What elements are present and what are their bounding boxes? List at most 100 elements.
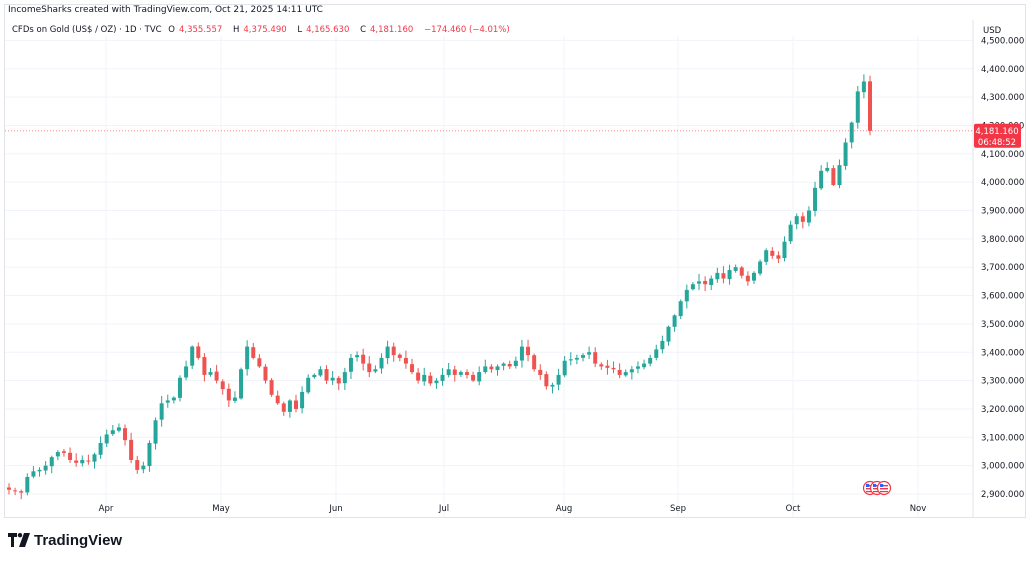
candle-body: [37, 469, 42, 472]
candle-body: [617, 369, 622, 375]
y-tick-label: 2,900.000: [981, 490, 1024, 500]
candle-body: [355, 355, 360, 358]
candle-body: [721, 273, 726, 279]
y-tick-label: 3,800.000: [981, 235, 1024, 245]
candle-body: [593, 352, 598, 364]
close-value: 4,181.160: [370, 25, 414, 35]
candle-body: [123, 428, 128, 441]
candle-body: [208, 372, 213, 375]
candle-body: [434, 380, 439, 384]
candle-body: [715, 272, 720, 280]
candle-body: [410, 364, 415, 373]
candle-body: [110, 430, 115, 435]
candle-body: [751, 272, 756, 281]
candle-body: [507, 363, 512, 367]
candle-body: [74, 460, 79, 463]
tradingview-logo-icon: [8, 533, 30, 547]
candle-body: [471, 374, 476, 381]
candle-body: [275, 395, 280, 404]
candle-body: [855, 91, 860, 123]
currency-label[interactable]: USD: [983, 26, 1002, 36]
tradingview-wordmark: TradingView: [34, 531, 123, 549]
candle-body: [165, 400, 170, 403]
candle-body: [269, 380, 274, 395]
candle-body: [220, 381, 225, 390]
x-tick-label: Sep: [670, 504, 686, 514]
candle-body: [342, 372, 347, 384]
last-price-tag: [974, 123, 1021, 148]
candle-body: [43, 465, 48, 471]
symbol-name[interactable]: CFDs on Gold (US$ / OZ) · 1D · TVC: [12, 25, 162, 35]
candle-body: [361, 354, 366, 364]
x-tick-label: Apr: [99, 504, 114, 514]
candle-body: [49, 457, 54, 467]
candle-body: [428, 375, 433, 384]
candle-body: [666, 326, 671, 342]
candle-body: [574, 357, 579, 360]
candle-body: [727, 270, 732, 280]
chart-frame: [4, 4, 1026, 518]
candle-body: [245, 346, 250, 370]
candle-body: [25, 476, 30, 493]
y-tick-label: 4,300.000: [981, 93, 1024, 103]
candle-body: [648, 357, 653, 364]
candle-body: [642, 363, 647, 368]
candle-body: [770, 250, 775, 256]
candle-body: [129, 439, 134, 460]
y-tick-label: 4,000.000: [981, 178, 1024, 188]
candle-body: [697, 281, 702, 284]
low-label: L: [297, 25, 303, 35]
candle-body: [104, 434, 109, 444]
candle-body: [868, 81, 872, 131]
candle-body: [843, 142, 848, 166]
last-price-value: 4,181.160: [975, 127, 1018, 137]
high-value: 4,375.490: [243, 25, 287, 35]
candle-body: [190, 346, 195, 366]
candle-body: [367, 363, 372, 373]
candle-body: [287, 400, 292, 412]
chart-attribution: IncomeSharks created with TradingView.co…: [8, 5, 323, 15]
candle-body: [196, 346, 201, 358]
candle-body: [31, 471, 36, 477]
flag-canton: [873, 484, 877, 487]
candle-body: [464, 372, 469, 375]
candle-body: [623, 372, 628, 376]
low-value: 4,165.630: [306, 25, 350, 35]
bar-countdown: 06:48:52: [978, 138, 1016, 148]
candle-body: [764, 250, 769, 262]
candle-body: [587, 352, 592, 355]
flag-stripe: [866, 485, 874, 487]
flag-canton: [880, 484, 884, 487]
open-value: 4,355.557: [179, 25, 223, 35]
candle-body: [758, 261, 763, 274]
candle-body: [232, 397, 237, 401]
candle-body: [831, 168, 836, 185]
candle-body: [416, 372, 421, 381]
flag-canton: [866, 484, 870, 487]
candle-body: [837, 165, 842, 186]
y-tick-label: 4,100.000: [981, 150, 1024, 160]
candle-body: [709, 278, 714, 286]
candle-body: [385, 346, 390, 359]
candle-body: [544, 374, 549, 387]
candle-body: [135, 460, 140, 470]
candle-body: [519, 346, 524, 361]
candle-body: [495, 366, 500, 371]
flag-stripe: [880, 491, 888, 493]
candle-body: [330, 377, 335, 381]
symbol-legend: CFDs on Gold (US$ / OZ) · 1D · TVC O 4,35…: [12, 25, 514, 35]
candle-body: [599, 364, 604, 367]
candle-body: [306, 377, 311, 393]
candle-body: [440, 374, 445, 381]
candle-body: [13, 490, 18, 492]
flag-stripe: [873, 485, 881, 487]
candle-body: [68, 452, 73, 460]
flag-stripe: [866, 491, 874, 493]
candle-body: [605, 365, 610, 368]
candle-body: [184, 366, 189, 378]
candle-body: [312, 374, 317, 378]
y-tick-label: 3,700.000: [981, 263, 1024, 273]
candle-body: [257, 358, 262, 367]
x-tick-label: Jun: [328, 504, 342, 514]
